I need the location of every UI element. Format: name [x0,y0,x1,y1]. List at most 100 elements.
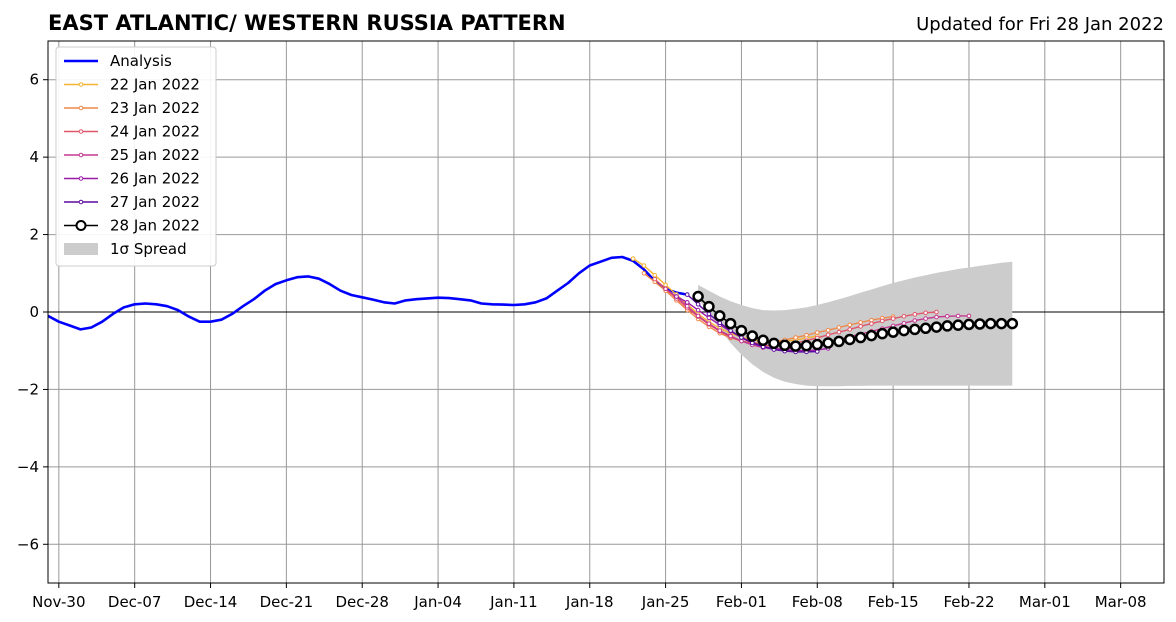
x-tick-label: Dec-14 [184,593,238,611]
forecast-point [652,272,658,278]
forecast-point [945,313,950,319]
forecast-point [684,292,690,297]
forecast-point [706,321,712,326]
forecast-point [930,321,943,333]
forecast-point [717,328,723,333]
forecast-point [814,330,820,335]
forecast-point [811,338,824,351]
x-tick-label: Feb-15 [868,593,919,611]
x-tick-label: Jan-11 [489,593,538,611]
forecast-point [833,335,845,348]
forecast-point [825,332,831,338]
forecast-point [847,327,853,332]
legend-label: 23 Jan 2022 [110,99,200,117]
x-tick-label: Nov-30 [32,593,85,611]
y-tick-label: 4 [29,148,39,166]
forecast-point [923,316,928,321]
forecast-point [966,313,972,319]
forecast-point [768,337,780,350]
forecast-point [836,325,842,330]
forecast-point [789,340,802,352]
forecast-point [735,324,748,337]
forecast-point [854,331,867,344]
forecast-point [858,320,863,325]
forecast-point [963,318,975,331]
forecast-point [793,335,798,340]
forecast-point [890,316,896,321]
forecast-point [1006,317,1019,330]
forecast-point [706,315,712,321]
forecast-point [746,330,759,342]
forecast-point [804,332,809,338]
forecast-point [714,310,726,322]
forecast-point [779,339,791,352]
forecast-point [757,334,769,347]
forecast-point [641,263,647,268]
legend-label: 26 Jan 2022 [110,170,200,188]
forecast-point [695,301,701,307]
legend-label: 27 Jan 2022 [110,193,200,211]
forecast-point [663,282,668,288]
forecast-point [641,270,647,276]
forecast-point [901,320,907,326]
legend-marker [75,220,87,231]
forecast-point [652,276,658,282]
forecast-point [876,327,889,340]
legend-marker [78,82,84,87]
forecast-point [724,317,737,330]
forecast-point [952,319,964,331]
forecast-point [912,312,918,317]
forecast-point [847,322,853,328]
legend-marker [78,199,84,205]
legend-box [55,46,217,267]
forecast-point [695,313,701,319]
forecast-point [887,326,899,338]
forecast-point [955,313,961,319]
forecast-point [898,324,910,337]
forecast-point [836,329,842,335]
forecast-point [934,314,939,320]
forecast-point [974,318,986,330]
legend-marker [78,152,84,158]
legend-label: 22 Jan 2022 [110,76,200,94]
forecast-point [703,300,715,313]
x-tick-label: Feb-22 [943,593,994,611]
x-tick-label: Dec-21 [260,593,314,611]
x-tick-label: Jan-25 [641,593,690,611]
x-tick-label: Jan-04 [413,593,462,611]
forecast-point [684,300,690,305]
forecast-point [923,310,928,316]
x-tick-label: Feb-01 [716,593,767,611]
x-tick-label: Mar-01 [1019,593,1071,611]
forecast-point [941,320,954,332]
y-tick-label: −4 [17,458,39,476]
legend-label: 1σ Spread [110,240,187,258]
x-tick-label: Feb-08 [792,593,843,611]
forecast-point [674,294,679,299]
legend-label: 28 Jan 2022 [110,217,200,235]
y-tick-label: 0 [29,303,39,321]
forecast-point [934,309,939,315]
legend-label: 24 Jan 2022 [110,123,200,141]
forecast-point [728,333,733,339]
x-tick-label: Dec-28 [335,593,389,611]
forecast-point [879,318,885,324]
forecast-point [912,318,918,323]
legend-label: Analysis [110,52,172,70]
forecast-point [684,303,690,309]
x-tick-label: Mar-08 [1095,593,1147,611]
legend-swatch [64,243,98,255]
forecast-point [706,311,712,317]
forecast-point [695,307,701,313]
legend-marker [78,129,84,134]
series-layer [48,255,1164,387]
forecast-point [663,286,668,292]
forecast-point [984,317,997,330]
forecast-point [800,339,813,352]
forecast-point [858,324,863,329]
analysis-line [48,255,688,331]
forecast-point [901,313,907,319]
x-tick-label: Dec-07 [108,593,162,611]
forecast-point [825,327,831,333]
